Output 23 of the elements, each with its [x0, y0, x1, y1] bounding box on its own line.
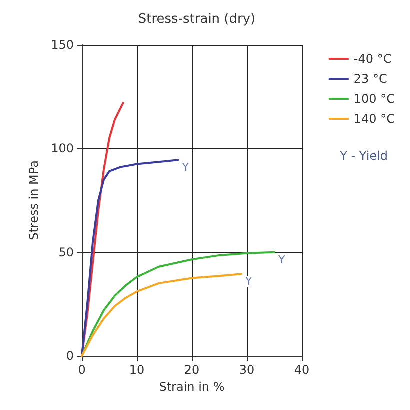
x-tick-label: 0 [78, 363, 86, 377]
legend-label: 140 °C [354, 112, 396, 126]
line-series [81, 251, 276, 357]
x-tick-label: 20 [184, 363, 200, 377]
line-series [81, 273, 242, 357]
legend-label: 100 °C [354, 92, 396, 106]
legend-label: 23 °C [354, 72, 388, 86]
annotation: Y [244, 275, 252, 288]
y-tick-label: 150 [51, 38, 74, 52]
x-tick-label: 10 [129, 363, 145, 377]
x-axis-title: Strain in % [159, 380, 225, 394]
chart-title: Stress-strain (dry) [138, 12, 256, 27]
y-axis-title: Stress in MPa [27, 160, 42, 240]
y-tick-label: 0 [66, 349, 74, 363]
legend-label: -40 °C [354, 52, 392, 66]
annotation: Y [278, 253, 286, 266]
line-series [81, 159, 180, 357]
text: Y - Yield [339, 149, 388, 163]
y-tick-label: 100 [51, 142, 74, 156]
annotation: Y [181, 161, 190, 174]
y-tick-label: 50 [58, 245, 74, 260]
x-tick-label: 30 [239, 363, 255, 377]
x-tick-label: 40 [294, 363, 310, 377]
